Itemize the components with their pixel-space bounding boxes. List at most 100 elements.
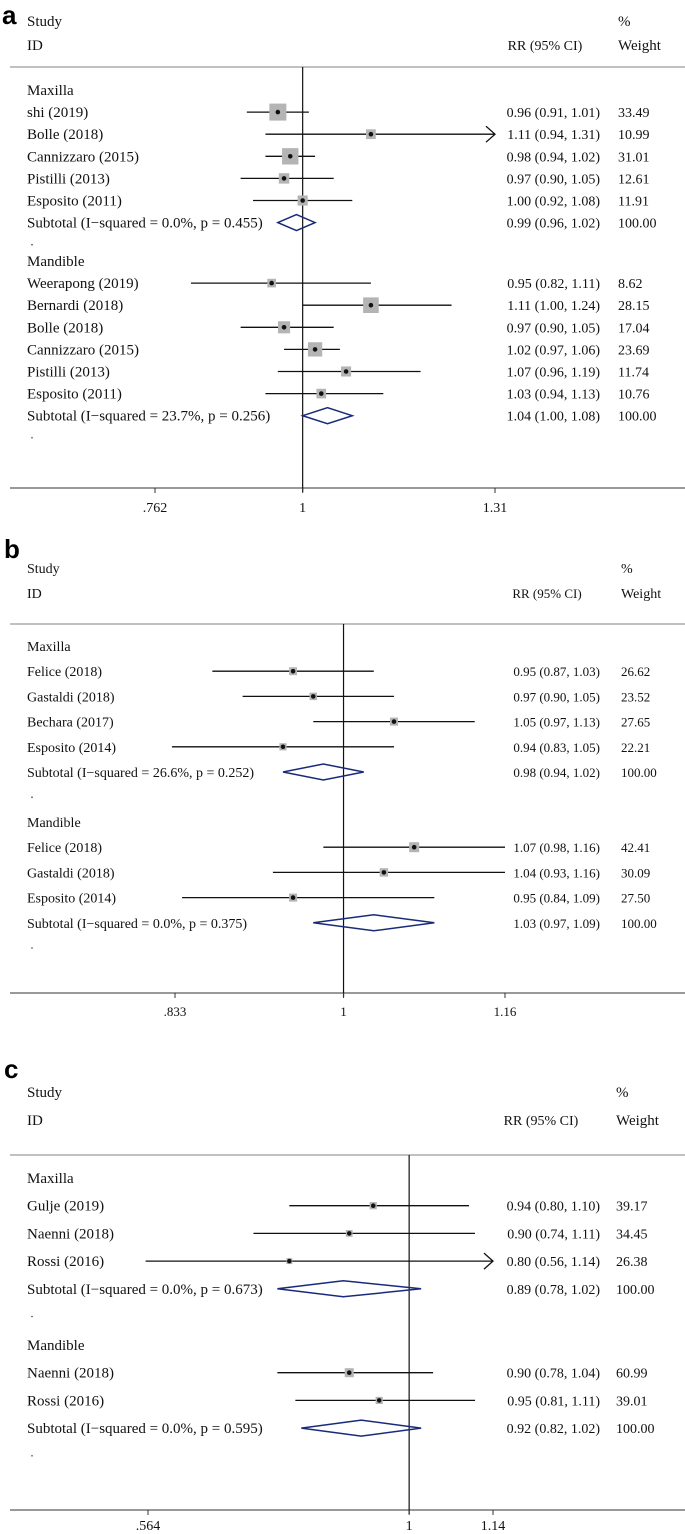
point-estimate: [275, 109, 281, 115]
study-row: Cannizzaro (2015) 1.02 (0.97, 1.06) 23.69: [27, 342, 650, 358]
study-row: Rossi (2016) 0.95 (0.81, 1.11) 39.01: [27, 1393, 648, 1409]
weight-value: 27.50: [621, 891, 650, 906]
point-estimate: [281, 176, 287, 181]
point-estimate: [312, 347, 318, 352]
spacer-dot: [31, 1455, 33, 1457]
subtotal-weight: 100.00: [618, 217, 657, 232]
pooled-diamond: [275, 213, 317, 232]
subtotal-row: Subtotal (I−squared = 0.0%, p = 0.375) 1.…: [27, 914, 657, 932]
study-label: Felice (2018): [27, 665, 102, 680]
study-row: Bolle (2018) 1.11 (0.94, 1.31) 10.99: [27, 125, 650, 143]
subtotal-label: Subtotal (I−squared = 0.0%, p = 0.595): [27, 1421, 263, 1437]
weight-value: 10.99: [618, 128, 650, 143]
group-heading: Maxilla: [27, 1171, 74, 1187]
header-rr-ci: RR (95% CI): [512, 586, 581, 601]
subtotal-label: Subtotal (I−squared = 0.0%, p = 0.673): [27, 1282, 263, 1298]
weight-value: 8.62: [618, 277, 643, 292]
subtotal-weight: 100.00: [616, 1283, 655, 1298]
weight-value: 17.04: [618, 321, 650, 336]
study-label: Bolle (2018): [27, 127, 103, 143]
study-label: Esposito (2014): [27, 892, 116, 907]
header-percent: %: [618, 14, 631, 30]
x-tick-label: 1: [406, 1519, 413, 1534]
study-row: Gastaldi (2018) 1.04 (0.93, 1.16) 30.09: [27, 865, 650, 881]
point-estimate: [368, 302, 374, 308]
weight-value: 34.45: [616, 1227, 648, 1242]
study-row: Esposito (2014) 0.95 (0.84, 1.09) 27.50: [27, 891, 650, 907]
subtotal-rr-ci: 0.92 (0.82, 1.02): [507, 1422, 601, 1437]
point-estimate: [269, 280, 274, 286]
study-label: Rossi (2016): [27, 1393, 104, 1409]
point-estimate: [280, 744, 286, 750]
weight-value: 26.38: [616, 1255, 648, 1270]
rr-ci-value: 0.97 (0.90, 1.05): [507, 321, 601, 336]
study-label: Gastaldi (2018): [27, 690, 115, 705]
point-estimate: [281, 325, 287, 330]
study-label: Cannizzaro (2015): [27, 342, 139, 358]
header-id: ID: [27, 38, 43, 54]
subtotal-rr-ci: 1.03 (0.97, 1.09): [513, 916, 600, 931]
subtotal-label: Subtotal (I−squared = 26.6%, p = 0.252): [27, 766, 254, 781]
weight-value: 39.01: [616, 1394, 648, 1409]
point-estimate: [411, 844, 417, 850]
forest-panel-a: a Study ID RR (95% CI)% Weight .762 1 1.31 Maxil…: [2, 0, 685, 516]
header-rr-ci: RR (95% CI): [504, 1114, 579, 1129]
study-label: Weerapong (2019): [27, 276, 139, 292]
point-estimate: [310, 694, 316, 699]
weight-value: 39.17: [616, 1200, 648, 1215]
study-row: Gulje (2019) 0.94 (0.80, 1.10) 39.17: [27, 1199, 648, 1215]
rr-ci-value: 0.97 (0.90, 1.05): [507, 172, 601, 187]
study-row: Weerapong (2019) 0.95 (0.82, 1.11) 8.62: [27, 276, 643, 292]
point-estimate: [343, 369, 349, 374]
x-tick-label: 1.14: [481, 1519, 506, 1534]
rr-ci-value: 1.00 (0.92, 1.08): [507, 195, 601, 210]
group-heading: Maxilla: [27, 640, 71, 655]
study-label: shi (2019): [27, 105, 88, 121]
weight-value: 11.74: [618, 366, 649, 381]
weight-value: 30.09: [621, 865, 650, 880]
rr-ci-value: 0.80 (0.56, 1.14): [507, 1255, 601, 1270]
rr-ci-value: 0.90 (0.74, 1.11): [507, 1227, 600, 1242]
header-study: Study: [27, 562, 60, 577]
point-estimate: [370, 1203, 376, 1208]
pooled-diamond: [277, 1280, 422, 1298]
subtotal-rr-ci: 0.99 (0.96, 1.02): [507, 217, 601, 232]
point-estimate: [381, 870, 387, 875]
header-rr-ci: RR (95% CI): [508, 39, 583, 54]
study-row: Bernardi (2018) 1.11 (1.00, 1.24) 28.15: [27, 297, 650, 314]
weight-value: 26.62: [621, 664, 650, 679]
study-label: Esposito (2011): [27, 387, 122, 403]
rr-ci-value: 0.94 (0.80, 1.10): [507, 1200, 601, 1215]
subtotal-label: Subtotal (I−squared = 0.0%, p = 0.375): [27, 917, 247, 932]
weight-value: 28.15: [618, 299, 650, 314]
study-label: Naenni (2018): [27, 1366, 114, 1382]
weight-value: 42.41: [621, 840, 650, 855]
rr-ci-value: 1.05 (0.97, 1.13): [513, 715, 600, 730]
subtotal-label: Subtotal (I−squared = 23.7%, p = 0.256): [27, 409, 270, 425]
spacer-dot: [31, 796, 33, 798]
study-label: Pistilli (2013): [27, 171, 110, 187]
spacer-dot: [31, 947, 33, 949]
subtotal-weight: 100.00: [621, 916, 657, 931]
point-estimate: [287, 1258, 292, 1264]
rr-ci-value: 0.95 (0.84, 1.09): [513, 891, 600, 906]
subtotal-weight: 100.00: [618, 410, 657, 425]
x-tick-label: 1: [340, 1004, 347, 1019]
subtotal-row: Subtotal (I−squared = 23.7%, p = 0.256) 1…: [27, 406, 657, 425]
study-label: Gastaldi (2018): [27, 866, 115, 881]
header-study: Study: [27, 1085, 63, 1101]
study-row: Naenni (2018) 0.90 (0.78, 1.04) 60.99: [27, 1366, 648, 1382]
weight-value: 23.52: [621, 689, 650, 704]
study-label: Esposito (2014): [27, 741, 116, 756]
study-label: Bolle (2018): [27, 320, 103, 336]
rr-ci-value: 1.07 (0.96, 1.19): [507, 366, 601, 381]
point-estimate: [287, 154, 293, 159]
rr-ci-value: 0.95 (0.87, 1.03): [513, 664, 600, 679]
subtotal-rr-ci: 0.89 (0.78, 1.02): [507, 1283, 601, 1298]
study-label: Felice (2018): [27, 841, 102, 856]
study-row: Esposito (2011) 1.00 (0.92, 1.08) 11.91: [27, 194, 649, 210]
study-label: Pistilli (2013): [27, 365, 110, 381]
panel-label: c: [4, 1054, 18, 1084]
point-estimate: [368, 131, 374, 137]
